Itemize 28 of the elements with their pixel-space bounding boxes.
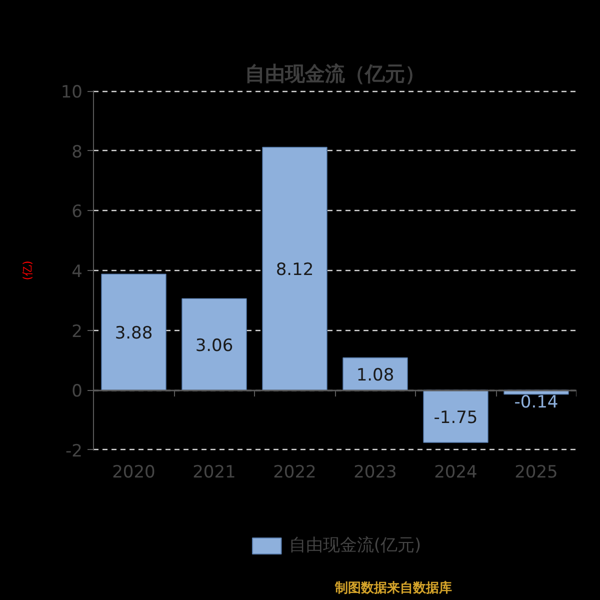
- x-tick-label: 2025: [514, 462, 558, 482]
- y-tick-label: 6: [72, 202, 83, 222]
- bar: [262, 146, 328, 390]
- data-label: 8.12: [276, 260, 314, 280]
- y-tick-label: 4: [72, 262, 83, 282]
- y-tick-label: 10: [60, 82, 83, 103]
- bar: [101, 274, 166, 390]
- bar: [342, 357, 408, 390]
- data-label: 1.08: [356, 365, 394, 386]
- data-label: 3.06: [195, 336, 234, 356]
- data-label: 3.88: [114, 324, 153, 344]
- bar: [182, 298, 247, 390]
- y-tick-label: -2: [66, 441, 83, 462]
- y-axis-title: (亿): [20, 260, 34, 280]
- x-tick-label: 2021: [192, 462, 236, 482]
- x-tick-label: 2020: [112, 462, 156, 482]
- data-label: -0.14: [514, 392, 558, 412]
- legend-label: 自由现金流(亿元): [288, 534, 422, 556]
- x-tick-label: 2023: [354, 462, 397, 482]
- x-tick-label: 2022: [273, 462, 316, 482]
- chart-title: 自由现金流（亿元）: [245, 62, 425, 86]
- y-tick-label: 8: [72, 142, 83, 162]
- x-tick-label: 2024: [434, 462, 478, 482]
- y-tick-label: 0: [72, 382, 83, 402]
- text: 制图数据来自数据库: [334, 580, 452, 596]
- data-label: -1.75: [434, 408, 478, 428]
- bar: [423, 390, 488, 443]
- y-tick-label: 2: [72, 322, 83, 342]
